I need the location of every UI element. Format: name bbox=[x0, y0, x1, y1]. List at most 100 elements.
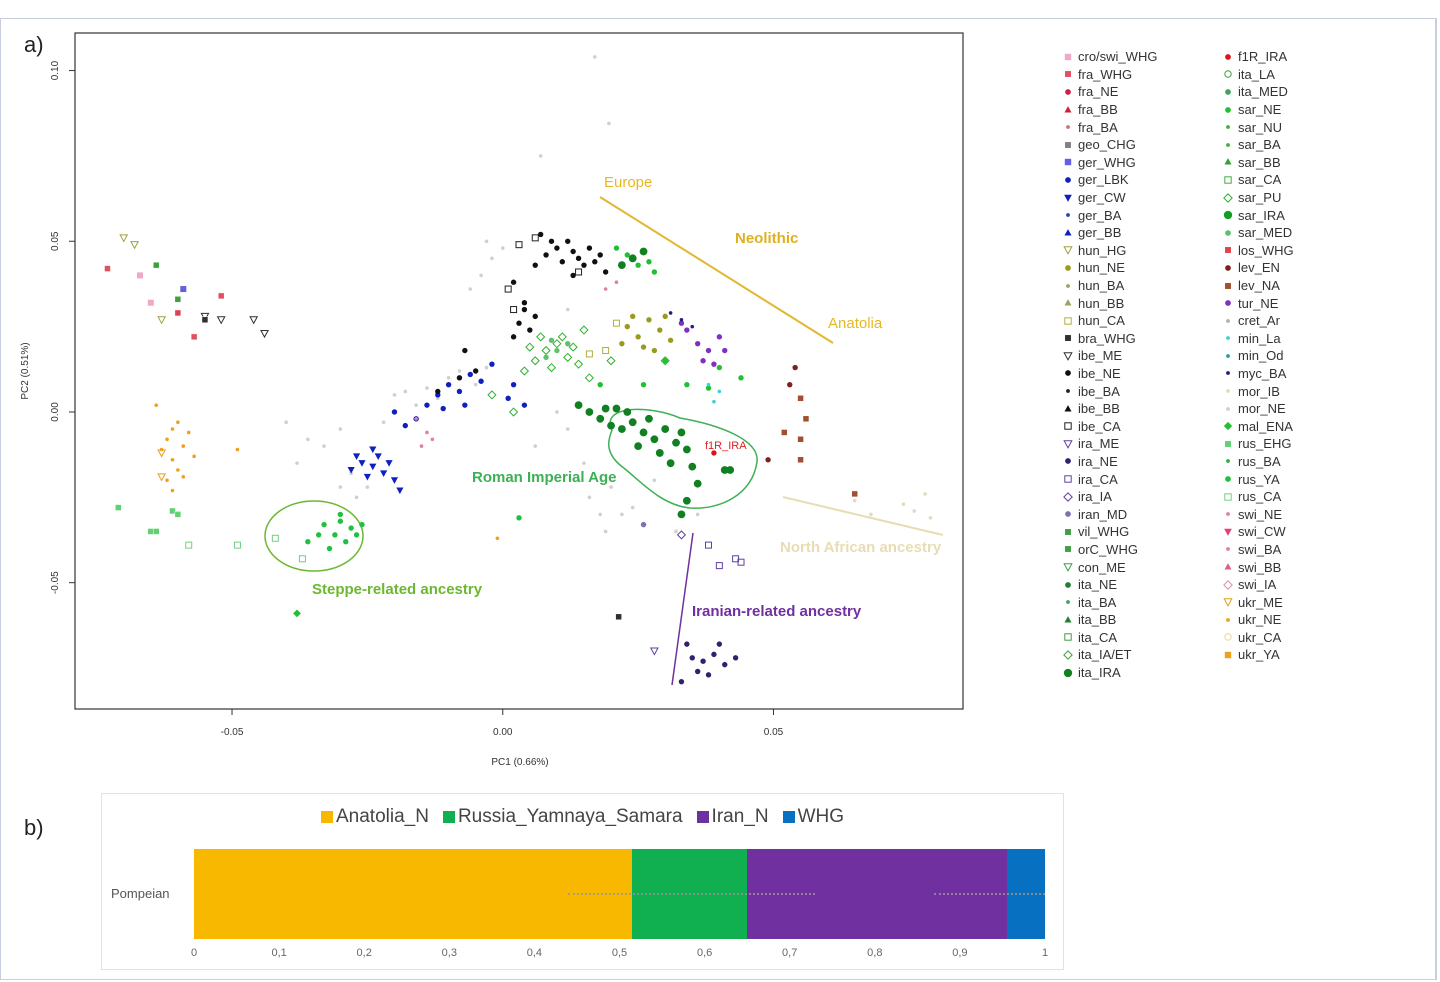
data-point bbox=[613, 245, 620, 251]
data-point bbox=[430, 437, 435, 442]
legend-label: ger_BA bbox=[1078, 207, 1122, 223]
y-tick-label: -0.05 bbox=[50, 571, 61, 594]
data-point bbox=[585, 350, 593, 358]
legend-marker-icon bbox=[1063, 563, 1073, 572]
data-point bbox=[510, 334, 517, 340]
legend-item: swi_NE bbox=[1223, 505, 1294, 523]
data-point bbox=[585, 408, 594, 416]
legend-label: Anatolia_N bbox=[335, 806, 429, 827]
data-point bbox=[348, 525, 354, 531]
legend-item: mor_IB bbox=[1223, 382, 1294, 400]
data-point bbox=[596, 414, 605, 423]
series-ira_ME bbox=[649, 647, 659, 656]
series-hun_HG bbox=[119, 234, 167, 325]
data-point bbox=[201, 316, 209, 324]
data-point bbox=[216, 316, 226, 325]
legend-marker-icon bbox=[1225, 265, 1231, 271]
data-point bbox=[157, 473, 167, 482]
legend-item: tur_NE bbox=[1223, 294, 1294, 312]
data-point bbox=[705, 385, 712, 391]
data-point bbox=[338, 427, 343, 431]
data-point bbox=[354, 495, 359, 500]
data-point bbox=[472, 368, 479, 374]
legend-label: mor_NE bbox=[1238, 401, 1286, 417]
legend-label: Russia_Yamnaya_Samara bbox=[457, 806, 683, 827]
series-ukr_ME bbox=[157, 449, 167, 482]
legend-marker-icon bbox=[1065, 265, 1071, 271]
data-point bbox=[568, 342, 578, 352]
data-point bbox=[570, 248, 576, 255]
data-point bbox=[678, 320, 685, 326]
legend-marker-icon bbox=[1225, 106, 1231, 113]
data-point bbox=[612, 404, 621, 413]
annotation-f1r-ira: f1R_IRA bbox=[705, 440, 747, 452]
data-point bbox=[563, 352, 573, 362]
data-point bbox=[677, 510, 686, 519]
data-point bbox=[440, 405, 446, 412]
data-point bbox=[652, 478, 657, 483]
data-point bbox=[689, 655, 695, 661]
legend-label: los_WHG bbox=[1238, 242, 1294, 258]
data-point bbox=[165, 437, 169, 442]
data-point bbox=[396, 487, 404, 495]
data-point bbox=[557, 332, 567, 342]
data-point bbox=[646, 259, 652, 265]
legend-item: ukr_NE bbox=[1223, 611, 1294, 629]
data-point bbox=[185, 541, 193, 549]
legend-item: ukr_YA bbox=[1223, 646, 1294, 664]
data-point bbox=[695, 512, 700, 517]
panel-label-a: a) bbox=[24, 32, 44, 57]
data-point bbox=[711, 450, 717, 456]
legend-item: sar_PU bbox=[1223, 189, 1294, 207]
data-point bbox=[174, 296, 182, 303]
iranian-line bbox=[671, 532, 694, 686]
data-point bbox=[527, 327, 533, 333]
data-point bbox=[337, 518, 344, 524]
data-point bbox=[715, 562, 723, 570]
legend-item: los_WHG bbox=[1223, 242, 1294, 260]
annotation-roman-imperial: Roman Imperial Age bbox=[472, 469, 616, 486]
data-point bbox=[119, 234, 129, 243]
legend-item: sar_NE bbox=[1223, 101, 1294, 119]
data-point bbox=[587, 495, 592, 500]
data-point bbox=[682, 496, 691, 505]
data-point bbox=[711, 361, 717, 367]
data-point bbox=[456, 375, 463, 381]
data-point bbox=[484, 365, 489, 370]
legend-marker-icon bbox=[1224, 440, 1232, 448]
legend-item: ger_BA bbox=[1063, 206, 1157, 224]
series-fra_WHG bbox=[104, 265, 225, 341]
data-point bbox=[533, 444, 538, 448]
legend-item: ger_CW bbox=[1063, 189, 1157, 207]
legend-marker-icon bbox=[1064, 334, 1072, 342]
series-ira_IA bbox=[676, 530, 687, 540]
data-point bbox=[597, 381, 603, 388]
legend-item: ibe_BB bbox=[1063, 400, 1157, 418]
legend-label: swi_BA bbox=[1238, 541, 1282, 557]
legend-item: swi_BB bbox=[1223, 558, 1294, 576]
legend-marker-icon bbox=[1226, 406, 1230, 411]
series-ita_IRA bbox=[574, 247, 735, 519]
legend-item: fra_WHG bbox=[1063, 66, 1157, 84]
data-point bbox=[645, 414, 653, 423]
data-point bbox=[462, 402, 468, 408]
legend-marker-icon bbox=[1066, 389, 1070, 393]
data-point bbox=[445, 381, 452, 388]
legend-marker-icon bbox=[1224, 651, 1232, 659]
data-point bbox=[425, 386, 429, 390]
legend-marker-icon bbox=[1064, 70, 1072, 78]
legend-item: ger_LBK bbox=[1063, 171, 1157, 189]
legend-label: rus_CA bbox=[1238, 489, 1282, 505]
legend-item: sar_MED bbox=[1223, 224, 1294, 242]
plot-area bbox=[74, 32, 964, 710]
data-point bbox=[674, 529, 678, 534]
data-point bbox=[592, 259, 598, 265]
data-point bbox=[402, 422, 408, 429]
data-point bbox=[676, 530, 687, 540]
data-point bbox=[657, 327, 663, 333]
data-point bbox=[176, 420, 180, 425]
data-point bbox=[484, 239, 489, 244]
x-tick-label: -0.05 bbox=[221, 727, 244, 738]
data-point bbox=[797, 395, 804, 402]
data-point bbox=[679, 317, 684, 322]
